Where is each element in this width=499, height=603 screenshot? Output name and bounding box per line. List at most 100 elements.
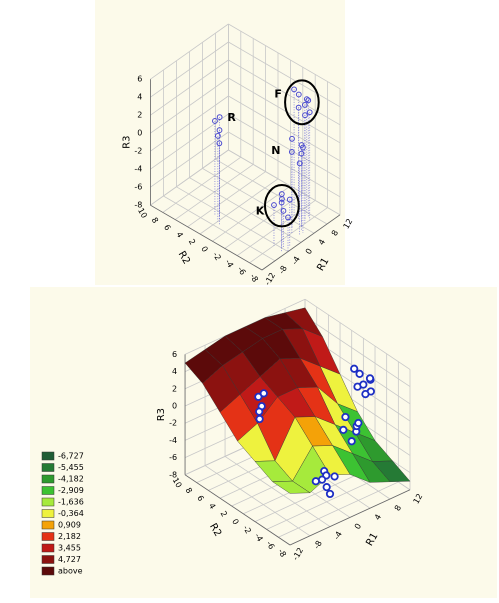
- x-tick-label: 0: [353, 522, 363, 531]
- cluster-outline: [263, 184, 300, 228]
- point: [216, 127, 223, 134]
- y-tick-label: -6: [264, 539, 276, 550]
- z-tick-label: -4: [169, 436, 177, 445]
- z-tick-label: 4: [137, 93, 142, 102]
- y-tick-label: -2: [241, 524, 253, 535]
- grid-line: [228, 41, 341, 108]
- point: [301, 102, 308, 108]
- legend-swatch: [41, 509, 55, 518]
- group-label: R: [227, 111, 236, 124]
- y-tick-label: -8: [248, 272, 260, 283]
- grid-line: [249, 207, 328, 264]
- point: [311, 477, 320, 486]
- y-tick-label: 2: [219, 510, 229, 519]
- grid-line: [228, 95, 341, 162]
- grid-line: [304, 316, 411, 387]
- point: [212, 118, 218, 124]
- grid-line: [236, 200, 316, 256]
- point: [289, 135, 295, 142]
- legend-label: above: [58, 567, 83, 576]
- point: [296, 160, 303, 167]
- grid-line: [204, 465, 311, 537]
- point: [254, 392, 263, 401]
- x-tick-label: 12: [342, 217, 355, 230]
- grid-line: [228, 131, 341, 198]
- legend-label: 3,455: [58, 544, 81, 553]
- legend-label: 0,909: [58, 521, 81, 530]
- point: [295, 104, 302, 111]
- x-tick-label: 8: [393, 504, 403, 513]
- legend-label: -4,182: [58, 475, 84, 484]
- point: [303, 96, 310, 103]
- z-tick-label: 0: [137, 129, 142, 138]
- y-tick-label: 0: [230, 517, 240, 526]
- legend-swatch: [41, 566, 55, 576]
- legend-swatch: [41, 543, 55, 553]
- legend-swatch: [41, 463, 55, 472]
- legend-label: -0,364: [58, 509, 84, 518]
- point: [302, 112, 308, 119]
- top-panel: [95, 0, 345, 285]
- point: [355, 369, 364, 378]
- x-tick-label: -8: [312, 539, 324, 550]
- grid-line: [228, 77, 341, 144]
- z-tick-label: 4: [172, 367, 177, 376]
- y-tick-label: 6: [195, 494, 205, 503]
- grid-line: [150, 131, 229, 188]
- z-tick-label: -4: [134, 165, 142, 174]
- point: [298, 150, 305, 157]
- z-tick-label: -2: [169, 419, 177, 428]
- point: [271, 202, 277, 208]
- y-tick-label: 6: [162, 223, 172, 232]
- x-tick-label: -8: [277, 264, 289, 275]
- cluster-outline: [284, 79, 320, 126]
- grid-line: [228, 59, 341, 126]
- point: [330, 472, 339, 481]
- point: [214, 132, 221, 139]
- point: [322, 483, 331, 492]
- surface-patch: [271, 480, 311, 494]
- x-tick-label: 4: [317, 238, 327, 247]
- legend-label: -5,455: [58, 463, 84, 472]
- x-tick-label: -4: [332, 530, 344, 541]
- grid-line: [224, 456, 331, 527]
- point: [298, 142, 305, 148]
- grid-line: [202, 168, 315, 234]
- grid-line: [189, 177, 302, 243]
- z-tick-label: 6: [137, 75, 142, 84]
- point: [285, 214, 291, 221]
- y-tick-label: -4: [253, 532, 265, 543]
- y-tick-label: 4: [207, 502, 217, 511]
- grid-line: [150, 23, 229, 80]
- legend-label: 4,727: [58, 555, 81, 564]
- grid-line: [278, 481, 399, 538]
- point: [255, 407, 264, 416]
- z-axis-title: R3: [156, 408, 167, 421]
- point: [259, 389, 268, 398]
- point: [279, 196, 285, 202]
- x-tick-label: -4: [290, 255, 302, 266]
- point: [291, 86, 297, 93]
- point: [306, 109, 313, 116]
- legend-label: -1,636: [58, 498, 84, 507]
- group-label: K: [256, 205, 265, 218]
- grid-line: [199, 178, 279, 235]
- point: [278, 199, 285, 206]
- point: [325, 489, 335, 499]
- point: [347, 437, 356, 446]
- point: [350, 364, 359, 373]
- grid-line: [174, 164, 254, 220]
- y-tick-label: 2: [187, 238, 197, 247]
- legend-swatch: [41, 520, 55, 530]
- axis-line: [261, 214, 341, 271]
- grid-line: [304, 298, 411, 370]
- grid-line: [187, 171, 266, 228]
- y-tick-label: -8: [276, 547, 288, 558]
- z-tick-label: -2: [134, 147, 142, 156]
- point: [255, 414, 264, 424]
- point: [295, 91, 302, 98]
- axis-line: [184, 474, 291, 546]
- legend-label: -2,909: [58, 486, 84, 495]
- grid-line: [150, 149, 229, 206]
